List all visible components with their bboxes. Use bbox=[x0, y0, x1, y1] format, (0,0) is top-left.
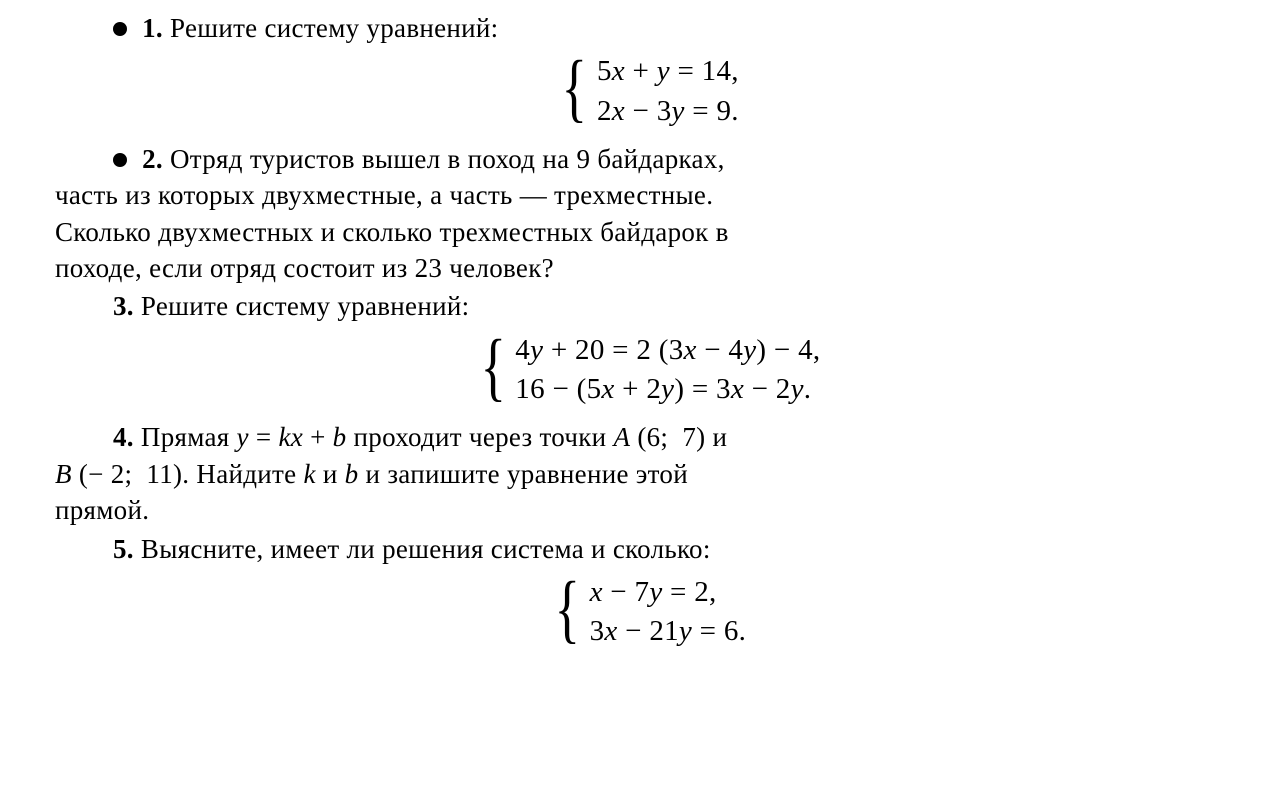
problem-2-number: 2. bbox=[142, 144, 163, 174]
problem-3-eq1: 4y + 20 = 2 (3x − 4y) − 4, bbox=[515, 331, 820, 370]
problem-3: 3. Решите систему уравнений: { 4y + 20 =… bbox=[55, 288, 1240, 409]
problem-3-number: 3. bbox=[113, 291, 134, 321]
problem-1-eq2: 2x − 3y = 9. bbox=[597, 92, 739, 131]
problem-5-text: Выясните, имеет ли решения система и ско… bbox=[141, 534, 711, 564]
problem-4-point-b: B (− 2; 11). bbox=[55, 459, 189, 489]
problem-1-number: 1. bbox=[142, 13, 163, 43]
problem-5-eq2: 3x − 21y = 6. bbox=[590, 612, 747, 651]
problem-4-text-d: Найдите bbox=[196, 459, 303, 489]
problem-4-text-e: и bbox=[323, 459, 345, 489]
problem-4-line2: B (− 2; 11). Найдите k и b и запишите ур… bbox=[55, 456, 1240, 492]
problem-3-heading: 3. Решите систему уравнений: bbox=[55, 288, 1240, 324]
brace-icon: { bbox=[562, 56, 588, 121]
problem-2-line4: походе, если отряд состоит из 23 человек… bbox=[55, 250, 1240, 286]
problem-4: 4. Прямая y = kx + b проходит через точк… bbox=[55, 419, 1240, 528]
problem-4-k: k bbox=[303, 459, 315, 489]
problem-4-number: 4. bbox=[113, 422, 134, 452]
brace-icon: { bbox=[554, 577, 580, 642]
problem-3-eq2: 16 − (5x + 2y) = 3x − 2y. bbox=[515, 370, 820, 409]
problem-1-system: { 5x + y = 14, 2x − 3y = 9. bbox=[55, 52, 1240, 130]
problem-1: 1. Решите систему уравнений: { 5x + y = … bbox=[55, 10, 1240, 131]
problem-4-text-b: проходит через точки bbox=[354, 422, 614, 452]
problem-4-point-a: A (6; 7) bbox=[613, 422, 705, 452]
problem-4-inline-eq: y = kx + b bbox=[237, 422, 347, 452]
problem-3-equations: 4y + 20 = 2 (3x − 4y) − 4, 16 − (5x + 2y… bbox=[515, 331, 820, 409]
problem-4-line3: прямой. bbox=[55, 492, 1240, 528]
problem-2-line1: 2. Отряд туристов вышел в поход на 9 бай… bbox=[55, 141, 1240, 177]
problem-5-system: { x − 7y = 2, 3x − 21y = 6. bbox=[55, 573, 1240, 651]
problem-5-number: 5. bbox=[113, 534, 134, 564]
problem-3-system: { 4y + 20 = 2 (3x − 4y) − 4, 16 − (5x + … bbox=[55, 331, 1240, 409]
problem-2-text1: Отряд туристов вышел в поход на 9 байдар… bbox=[170, 144, 725, 174]
problem-1-text: Решите систему уравнений: bbox=[170, 13, 498, 43]
problem-5-heading: 5. Выясните, имеет ли решения система и … bbox=[55, 531, 1240, 567]
problem-2: 2. Отряд туристов вышел в поход на 9 бай… bbox=[55, 141, 1240, 287]
bullet-icon bbox=[113, 153, 127, 167]
problem-4-b: b bbox=[345, 459, 359, 489]
problem-2-line2: часть из которых двухместные, а часть — … bbox=[55, 177, 1240, 213]
bullet-icon bbox=[113, 22, 127, 36]
problem-5-eq1: x − 7y = 2, bbox=[590, 573, 747, 612]
problem-4-text-c: и bbox=[712, 422, 727, 452]
problem-1-eq1: 5x + y = 14, bbox=[597, 52, 739, 91]
page: 1. Решите систему уравнений: { 5x + y = … bbox=[0, 0, 1280, 681]
problem-3-text: Решите систему уравнений: bbox=[141, 291, 469, 321]
problem-4-line1: 4. Прямая y = kx + b проходит через точк… bbox=[55, 419, 1240, 455]
problem-4-text-a: Прямая bbox=[141, 422, 237, 452]
problem-4-text-f: и запишите уравнение этой bbox=[366, 459, 688, 489]
problem-1-heading: 1. Решите систему уравнений: bbox=[55, 10, 1240, 46]
brace-icon: { bbox=[480, 335, 506, 400]
problem-1-equations: 5x + y = 14, 2x − 3y = 9. bbox=[597, 52, 739, 130]
problem-5-equations: x − 7y = 2, 3x − 21y = 6. bbox=[590, 573, 747, 651]
problem-5: 5. Выясните, имеет ли решения система и … bbox=[55, 531, 1240, 652]
problem-2-line3: Сколько двухместных и сколько трехместны… bbox=[55, 214, 1240, 250]
